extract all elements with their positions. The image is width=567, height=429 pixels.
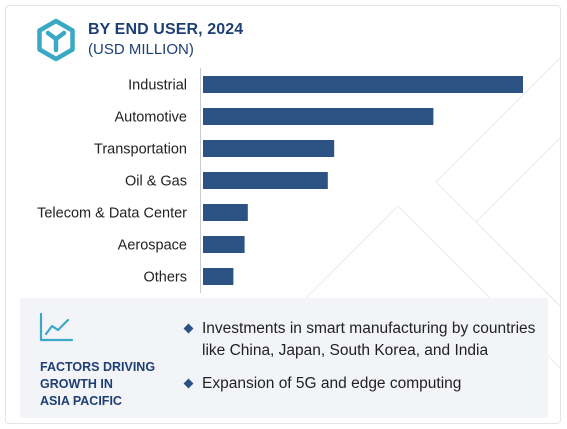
growth-chart-icon xyxy=(39,312,74,342)
chart-title: BY END USER, 2024 xyxy=(88,21,244,38)
factor-item: Investments in smart manufacturing by co… xyxy=(183,318,544,362)
bar xyxy=(203,76,523,93)
bar xyxy=(203,140,335,157)
category-label: Transportation xyxy=(94,142,187,158)
background-decoration xyxy=(305,57,560,369)
bar xyxy=(203,236,245,253)
category-label: Aerospace xyxy=(118,238,187,254)
factor-text: Expansion of 5G and edge computing xyxy=(202,375,462,392)
category-label: Telecom & Data Center xyxy=(37,206,187,222)
diamond-bullet-icon xyxy=(183,378,194,389)
category-label: Oil & Gas xyxy=(125,174,187,190)
factor-item: Expansion of 5G and edge computing xyxy=(183,373,544,395)
bar xyxy=(203,108,434,125)
bar xyxy=(203,204,248,221)
factors-title: FACTORS DRIVING GROWTH IN ASIA PACIFIC xyxy=(40,360,156,408)
factor-text: Investments in smart manufacturing by co… xyxy=(202,320,536,359)
bar xyxy=(203,268,234,285)
category-label: Others xyxy=(143,270,187,286)
chart-subtitle: (USD MILLION) xyxy=(88,41,194,58)
category-label: Automotive xyxy=(114,110,187,126)
factors-panel: FACTORS DRIVING GROWTH IN ASIA PACIFIC I… xyxy=(20,298,548,418)
bar xyxy=(203,172,328,189)
chart-card: BY END USER, 2024 (USD MILLION) Industri… xyxy=(5,5,561,424)
hexagon-y-logo-icon xyxy=(37,18,75,62)
diamond-bullet-icon xyxy=(183,323,194,334)
category-label: Industrial xyxy=(128,78,187,94)
bar-chart: Industrial Automotive Transportation Oil & … xyxy=(37,68,523,293)
factors-list: Investments in smart manufacturing by co… xyxy=(183,318,544,395)
